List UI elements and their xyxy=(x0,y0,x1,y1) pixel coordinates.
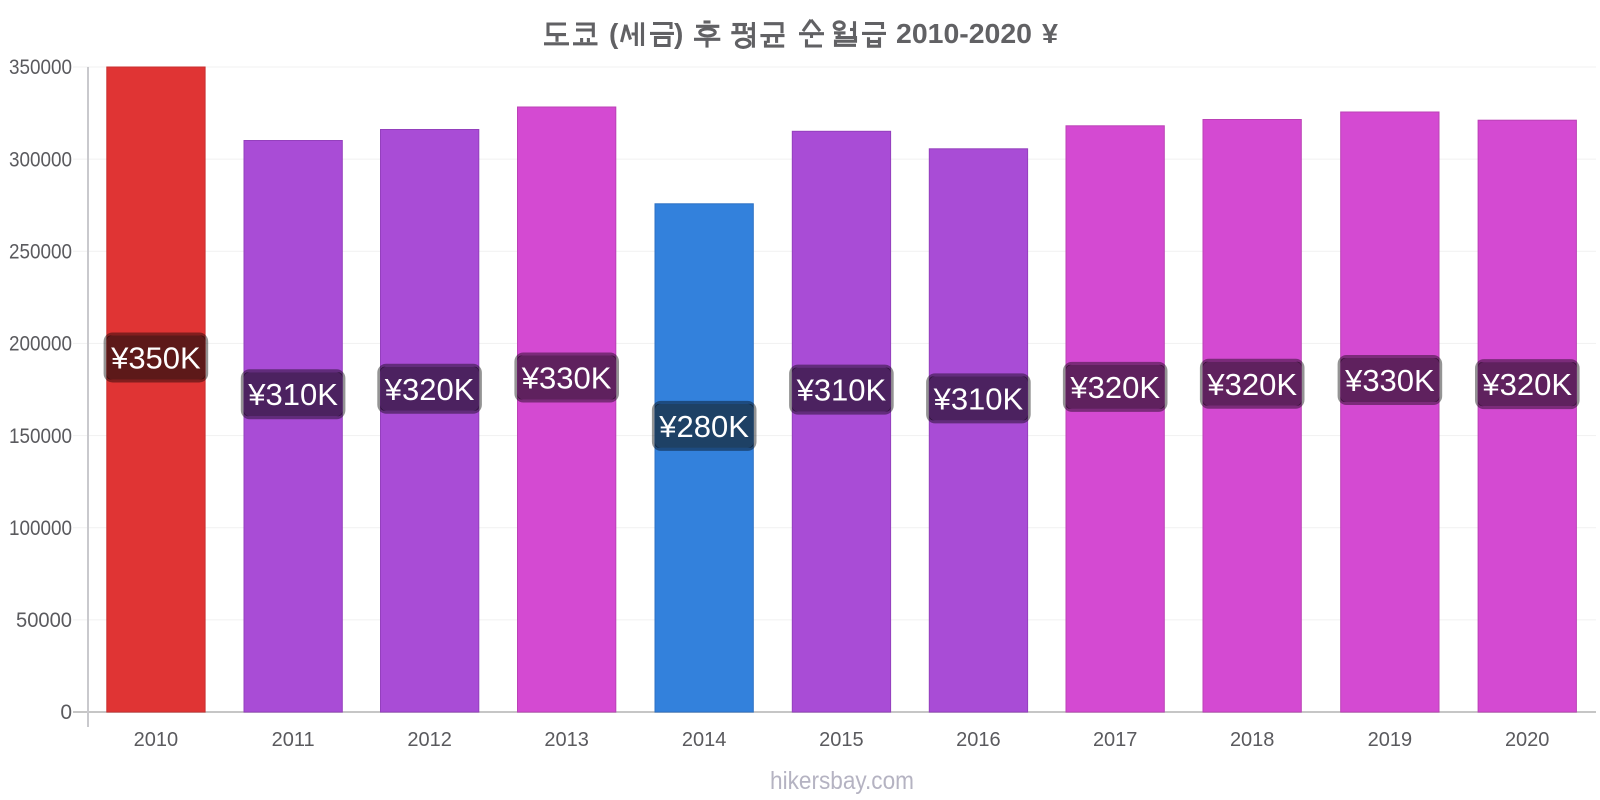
svg-text:300000: 300000 xyxy=(9,148,72,171)
svg-text:2016: 2016 xyxy=(956,729,1001,751)
svg-text:¥310K: ¥310K xyxy=(247,377,338,412)
svg-text:¥320K: ¥320K xyxy=(384,372,475,407)
svg-text:2018: 2018 xyxy=(1230,729,1275,751)
svg-text:hikersbay.com: hikersbay.com xyxy=(770,767,914,795)
svg-text:2019: 2019 xyxy=(1368,729,1413,751)
svg-text:2013: 2013 xyxy=(544,729,589,751)
svg-text:150000: 150000 xyxy=(9,425,72,448)
svg-text:¥320K: ¥320K xyxy=(1481,367,1572,402)
svg-text:200000: 200000 xyxy=(9,333,72,356)
svg-text:¥280K: ¥280K xyxy=(658,409,749,444)
svg-text:¥310K: ¥310K xyxy=(933,381,1024,416)
svg-text:2015: 2015 xyxy=(819,729,864,751)
svg-text:¥350K: ¥350K xyxy=(110,341,201,376)
svg-text:2020: 2020 xyxy=(1505,729,1550,751)
svg-text:0: 0 xyxy=(60,701,72,724)
svg-text:2014: 2014 xyxy=(682,729,727,751)
svg-text:¥330K: ¥330K xyxy=(1344,363,1435,398)
svg-text:¥330K: ¥330K xyxy=(521,361,612,396)
svg-text:¥320K: ¥320K xyxy=(1069,370,1160,405)
svg-text:2012: 2012 xyxy=(407,729,452,751)
svg-text:350000: 350000 xyxy=(9,56,72,79)
svg-text:2010: 2010 xyxy=(134,729,179,751)
svg-text:2010-2020: 2010-2020 xyxy=(896,18,1032,49)
svg-text:(: ( xyxy=(609,18,619,49)
svg-text:¥320K: ¥320K xyxy=(1206,367,1297,402)
svg-text:100000: 100000 xyxy=(9,517,72,540)
svg-text:2017: 2017 xyxy=(1093,729,1138,751)
svg-text:50000: 50000 xyxy=(16,609,72,632)
svg-text:): ) xyxy=(674,18,683,49)
svg-text:250000: 250000 xyxy=(9,241,72,264)
svg-text:2011: 2011 xyxy=(272,729,315,751)
svg-text:¥: ¥ xyxy=(1042,18,1058,49)
svg-text:¥310K: ¥310K xyxy=(796,373,887,408)
